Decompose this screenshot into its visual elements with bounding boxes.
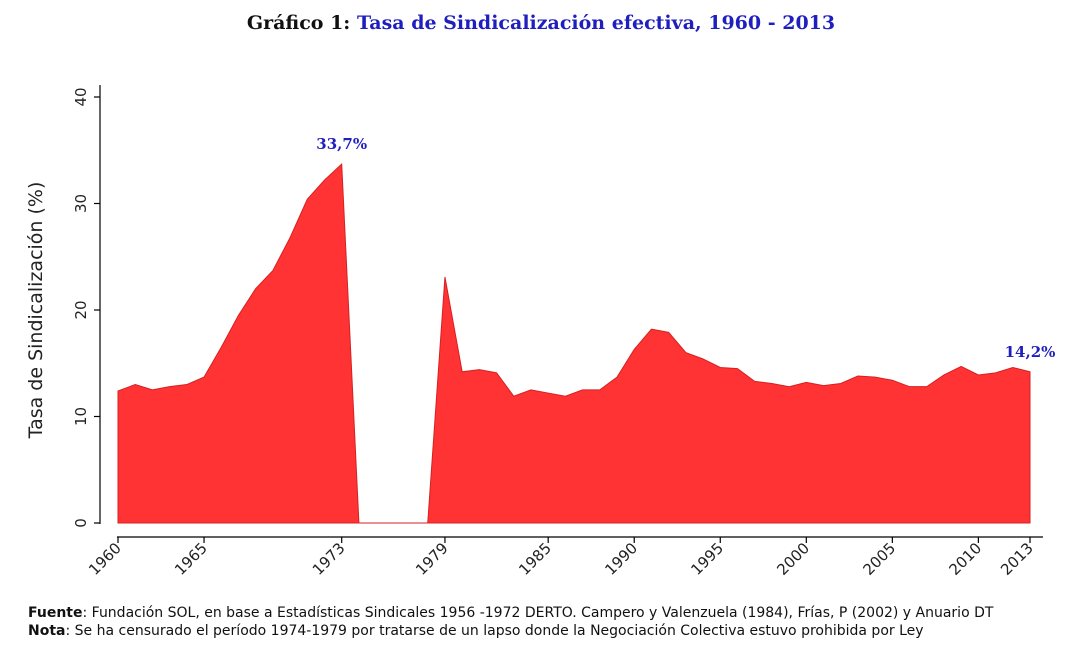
x-tick-label: 1985 — [515, 539, 555, 579]
chart-title: Gráfico 1: Tasa de Sindicalización efect… — [0, 12, 1082, 34]
x-tick-label: 1990 — [601, 539, 641, 579]
y-tick-label: 20 — [72, 300, 90, 319]
y-tick-label: 40 — [72, 87, 90, 106]
note-label: Nota — [28, 623, 66, 639]
title-main: Tasa de Sindicalización efectiva, 1960 -… — [356, 12, 836, 34]
source-note: Fuente: Fundación SOL, en base a Estadís… — [28, 604, 993, 622]
y-tick-label: 0 — [72, 518, 90, 528]
data-annotation: 33,7% — [316, 135, 367, 153]
title-prefix: Gráfico 1: — [246, 12, 351, 34]
x-tick-label: 2013 — [997, 539, 1037, 579]
x-tick-label: 1960 — [85, 539, 125, 579]
x-tick-label: 1995 — [687, 539, 727, 579]
footnotes: Fuente: Fundación SOL, en base a Estadís… — [28, 604, 993, 640]
x-tick-label: 2010 — [945, 539, 985, 579]
x-tick-label: 1979 — [412, 539, 452, 579]
x-tick-label: 1965 — [171, 539, 211, 579]
x-tick-label: 2005 — [859, 539, 899, 579]
x-tick-label: 1973 — [309, 539, 349, 579]
area-chart: 0 10 20 30 40 1960 1965 1973 1979 1985 1990 1995 200… — [25, 85, 1056, 579]
source-text: : Fundación SOL, en base a Estadísticas … — [82, 605, 994, 621]
note-text: : Se ha censurado el período 1974-1979 p… — [65, 623, 924, 639]
x-tick-label: 2000 — [773, 539, 813, 579]
y-tick-label: 10 — [72, 407, 90, 426]
data-annotation: 14,2% — [1005, 343, 1056, 361]
source-label: Fuente — [28, 605, 83, 621]
y-axis-label: Tasa de Sindicalización (%) — [25, 182, 47, 440]
y-tick-label: 30 — [72, 194, 90, 213]
censor-note: Nota: Se ha censurado el período 1974-19… — [28, 622, 993, 640]
area-series — [117, 162, 1031, 524]
